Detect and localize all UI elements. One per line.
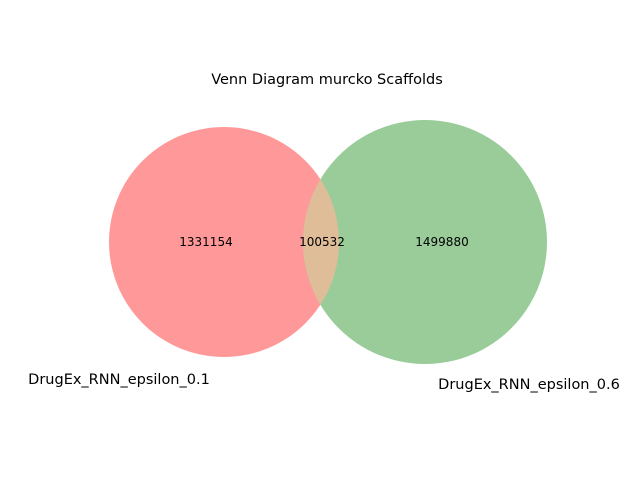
intersection-count: 100532 — [299, 235, 345, 249]
set-a-label: DrugEx_RNN_epsilon_0.1 — [28, 372, 210, 388]
set-b-label: DrugEx_RNN_epsilon_0.6 — [438, 377, 620, 393]
set-a-circle — [109, 127, 339, 357]
diagram-title: Venn Diagram murcko Scaffolds — [211, 72, 443, 88]
set-b-circle — [303, 120, 547, 364]
set-b-only-count: 1499880 — [415, 235, 468, 249]
set-a-only-count: 1331154 — [179, 235, 232, 249]
